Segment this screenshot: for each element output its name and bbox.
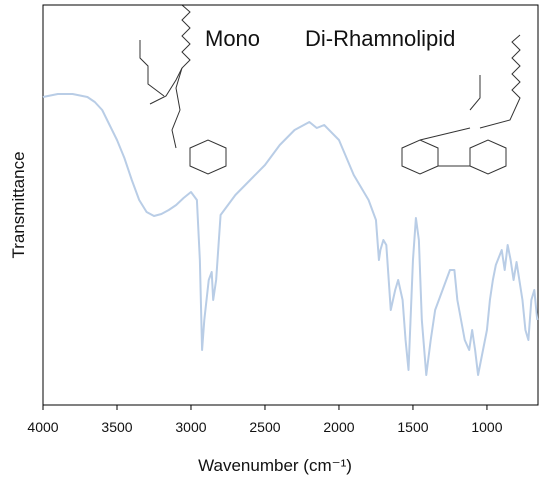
x-tick-label: 1500 [397,419,428,435]
x-tick-label: 2000 [323,419,354,435]
molecule-sketch [139,4,521,175]
plot-frame [42,4,539,406]
x-tick-label: 3500 [101,419,132,435]
spectrum-line [42,93,539,376]
x-axis-label: Wavenumber (cm⁻¹) [198,456,352,475]
x-tick-label: 3000 [175,419,206,435]
x-tick-label: 1000 [471,419,502,435]
x-tick-label: 4000 [27,419,58,435]
x-tick-label: 2500 [249,419,280,435]
y-axis-label: Transmittance [9,151,28,258]
annotation: Mono [205,26,260,51]
annotation: Di-Rhamnolipid [305,26,455,51]
